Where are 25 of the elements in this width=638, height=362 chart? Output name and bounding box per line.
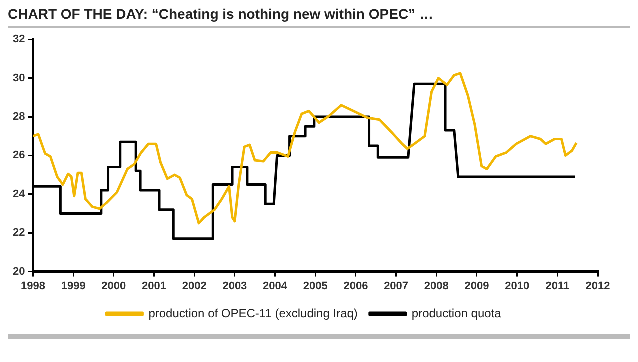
y-tick-label: 24 bbox=[12, 188, 26, 200]
y-tick-label: 22 bbox=[12, 227, 26, 240]
x-tick-label: 2006 bbox=[344, 280, 368, 292]
y-tick-label: 20 bbox=[12, 266, 26, 278]
y-tick-label: 30 bbox=[12, 72, 26, 84]
x-tick-label: 2008 bbox=[424, 280, 449, 292]
x-tick-label: 2004 bbox=[263, 280, 288, 292]
legend-label: production quota bbox=[412, 306, 502, 320]
x-tick-label: 2010 bbox=[505, 280, 530, 292]
x-tick-label: 2005 bbox=[303, 280, 328, 292]
x-tick-label: 2003 bbox=[222, 280, 248, 292]
x-tick-label: 2007 bbox=[384, 280, 409, 292]
legend-label: production of OPEC-11 (excluding Iraq) bbox=[148, 306, 358, 320]
x-tick-label: 2000 bbox=[102, 280, 126, 292]
y-tick-label: 26 bbox=[12, 150, 26, 162]
x-tick-label: 2011 bbox=[546, 280, 570, 292]
x-tick-label: 1998 bbox=[20, 280, 46, 292]
x-tick-label: 2009 bbox=[464, 280, 490, 292]
y-tick-label: 28 bbox=[12, 111, 26, 124]
x-tick-label: 2001 bbox=[142, 280, 166, 292]
x-tick-label: 1999 bbox=[61, 280, 86, 292]
x-tick-label: 2002 bbox=[182, 280, 207, 292]
chart-title: CHART OF THE DAY: “Cheating is nothing new within OPEC” … bbox=[8, 6, 434, 22]
x-tick-label: 2012 bbox=[586, 280, 610, 292]
y-tick-label: 32 bbox=[12, 34, 26, 46]
